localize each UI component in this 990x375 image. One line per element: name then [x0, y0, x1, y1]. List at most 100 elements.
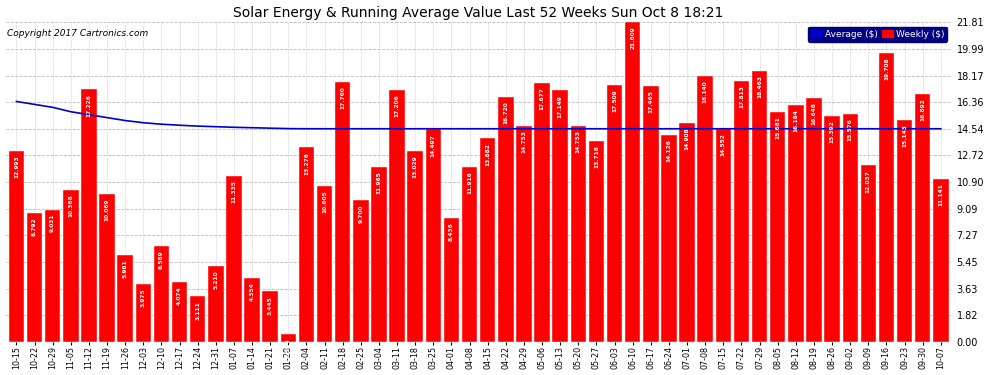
Text: 17.149: 17.149 — [557, 95, 562, 118]
Bar — [136, 284, 151, 342]
Text: 3.445: 3.445 — [267, 296, 272, 315]
Text: 15.576: 15.576 — [847, 118, 852, 141]
Bar — [317, 186, 333, 342]
Text: 9.031: 9.031 — [50, 214, 55, 232]
Bar — [698, 76, 713, 342]
Text: 11.965: 11.965 — [376, 171, 381, 194]
Text: 8.792: 8.792 — [32, 217, 37, 236]
Bar — [27, 213, 43, 342]
Bar — [625, 22, 641, 342]
Bar — [644, 86, 658, 342]
Legend: Average ($), Weekly ($): Average ($), Weekly ($) — [808, 27, 947, 42]
Bar — [389, 90, 405, 342]
Text: 14.552: 14.552 — [721, 133, 726, 156]
Text: 14.497: 14.497 — [431, 134, 436, 156]
Text: 14.753: 14.753 — [576, 130, 581, 153]
Text: 6.569: 6.569 — [159, 250, 164, 269]
Text: 10.368: 10.368 — [68, 194, 73, 217]
Text: 11.335: 11.335 — [232, 180, 237, 203]
Text: 8.436: 8.436 — [448, 223, 454, 242]
Text: 18.140: 18.140 — [703, 80, 708, 103]
Bar — [9, 152, 24, 342]
Bar — [480, 138, 495, 342]
Bar — [299, 147, 314, 342]
Bar — [262, 291, 278, 342]
Bar — [535, 83, 549, 342]
Text: 19.708: 19.708 — [884, 57, 889, 80]
Bar — [860, 165, 876, 342]
Text: 10.605: 10.605 — [322, 191, 327, 213]
Text: 14.753: 14.753 — [522, 130, 527, 153]
Text: 9.700: 9.700 — [358, 204, 363, 222]
Bar — [462, 167, 477, 342]
Bar — [153, 246, 169, 342]
Bar — [335, 81, 350, 342]
Bar — [426, 129, 441, 342]
Text: 17.206: 17.206 — [395, 94, 400, 117]
Text: 17.813: 17.813 — [739, 85, 743, 108]
Bar — [679, 123, 695, 342]
Bar — [879, 53, 894, 342]
Bar — [280, 334, 296, 342]
Bar — [661, 135, 676, 342]
Text: 0.554: 0.554 — [286, 338, 291, 357]
Text: 3.975: 3.975 — [141, 288, 146, 307]
Bar — [45, 210, 60, 342]
Bar — [190, 296, 205, 342]
Text: 17.677: 17.677 — [540, 87, 545, 110]
Text: 5.961: 5.961 — [123, 259, 128, 278]
Text: 16.184: 16.184 — [793, 109, 798, 132]
Text: 18.463: 18.463 — [757, 76, 762, 99]
Text: 11.916: 11.916 — [467, 172, 472, 194]
Text: 13.276: 13.276 — [304, 152, 309, 175]
Text: 13.882: 13.882 — [485, 143, 490, 166]
Bar — [806, 98, 822, 342]
Text: 13.718: 13.718 — [594, 145, 599, 168]
Bar — [770, 112, 785, 342]
Bar — [227, 176, 242, 342]
Text: 10.069: 10.069 — [105, 199, 110, 221]
Bar — [897, 120, 913, 342]
Text: 4.354: 4.354 — [249, 282, 254, 301]
Bar — [371, 166, 387, 342]
Bar — [81, 89, 97, 342]
Title: Solar Energy & Running Average Value Last 52 Weeks Sun Oct 8 18:21: Solar Energy & Running Average Value Las… — [234, 6, 724, 20]
Bar — [552, 90, 568, 342]
Text: 15.681: 15.681 — [775, 116, 780, 139]
Bar — [716, 129, 731, 342]
Bar — [842, 114, 858, 342]
Bar — [915, 94, 931, 342]
Text: 17.465: 17.465 — [648, 90, 653, 113]
Text: 21.809: 21.809 — [631, 27, 636, 49]
Text: 17.760: 17.760 — [341, 86, 346, 109]
Bar — [516, 126, 532, 342]
Bar — [408, 151, 423, 342]
Text: 4.074: 4.074 — [177, 286, 182, 305]
Text: 16.720: 16.720 — [503, 101, 508, 124]
Text: 13.029: 13.029 — [413, 155, 418, 178]
Bar — [172, 282, 187, 342]
Bar — [570, 126, 586, 342]
Bar — [734, 81, 749, 342]
Bar — [444, 218, 459, 342]
Text: 5.210: 5.210 — [213, 270, 219, 289]
Bar — [208, 266, 224, 342]
Text: 11.141: 11.141 — [939, 183, 943, 206]
Bar — [788, 105, 804, 342]
Text: 14.126: 14.126 — [666, 139, 671, 162]
Text: 12.037: 12.037 — [866, 170, 871, 193]
Text: 17.509: 17.509 — [612, 90, 617, 112]
Text: Copyright 2017 Cartronics.com: Copyright 2017 Cartronics.com — [8, 28, 148, 38]
Bar — [589, 141, 604, 342]
Bar — [607, 85, 623, 342]
Bar — [751, 71, 767, 342]
Bar — [245, 278, 259, 342]
Bar — [825, 116, 840, 342]
Bar — [934, 178, 948, 342]
Bar — [118, 255, 133, 342]
Text: 16.892: 16.892 — [921, 99, 926, 122]
Bar — [498, 97, 514, 342]
Text: 12.993: 12.993 — [14, 156, 19, 178]
Text: 3.111: 3.111 — [195, 301, 200, 320]
Text: 15.392: 15.392 — [830, 121, 835, 143]
